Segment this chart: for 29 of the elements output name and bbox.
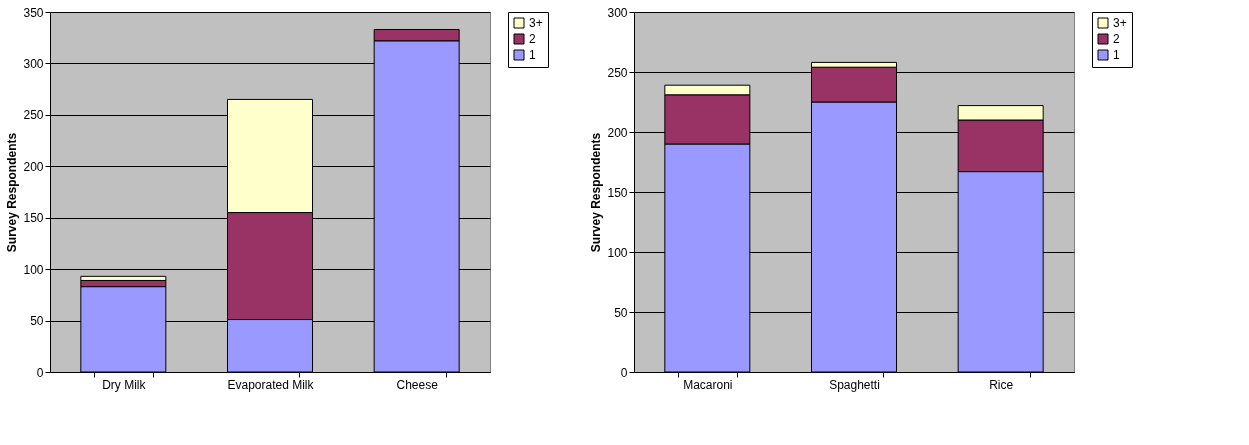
x-tick-label: Dry Milk [102,377,147,392]
legend-label: 1 [1113,48,1120,62]
y-tick-label: 200 [23,159,44,174]
x-tick-label: Cheese [396,377,439,392]
legend-label: 3+ [529,16,543,30]
y-tick-label: 250 [23,108,44,123]
x-tick-label: Spaghetti [829,377,880,392]
legend-label: 1 [529,48,536,62]
x-tick-label: Evaporated Milk [227,377,315,392]
y-tick-label: 0 [620,365,628,380]
y-tick-label: 350 [23,5,44,20]
y-tick-label: 200 [607,125,628,140]
y-tick-label: 300 [607,5,628,20]
y-tick-label: 100 [23,262,44,277]
legend-label: 2 [529,32,536,46]
y-tick-label: 300 [23,56,44,71]
y-axis-title: Survey Respondents [5,132,20,253]
y-tick-label: 250 [607,65,628,80]
x-tick-label: Rice [989,377,1014,392]
y-tick-label: 50 [30,314,44,329]
y-tick-label: 0 [36,365,44,380]
legend-label: 2 [1113,32,1120,46]
y-tick-label: 100 [607,245,628,260]
y-tick-label: 150 [23,211,44,226]
legend-label: 3+ [1113,16,1127,30]
y-tick-label: 150 [607,185,628,200]
y-axis-title: Survey Respondents [589,132,604,253]
y-tick-label: 50 [614,305,628,320]
x-tick-label: Macaroni [683,377,733,392]
